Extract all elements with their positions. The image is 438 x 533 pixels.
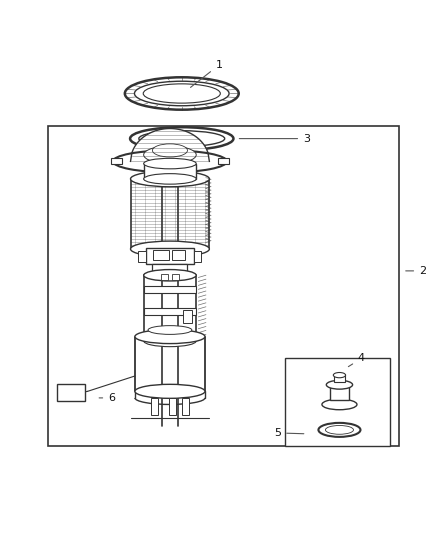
Text: 4: 4 <box>348 353 365 367</box>
Ellipse shape <box>144 174 196 184</box>
Bar <box>144 164 196 179</box>
Ellipse shape <box>134 81 229 106</box>
Bar <box>151 398 158 415</box>
Bar <box>183 310 192 324</box>
Ellipse shape <box>144 335 196 346</box>
Text: 2: 2 <box>406 266 426 276</box>
Ellipse shape <box>135 384 205 398</box>
Ellipse shape <box>131 241 209 257</box>
Bar <box>169 398 176 415</box>
Ellipse shape <box>113 150 227 172</box>
Text: 5: 5 <box>274 428 304 438</box>
Bar <box>144 286 196 293</box>
Ellipse shape <box>143 84 220 103</box>
Bar <box>172 251 185 260</box>
Bar <box>182 398 189 415</box>
Ellipse shape <box>125 77 239 110</box>
Ellipse shape <box>322 399 357 410</box>
Bar <box>330 385 349 400</box>
Text: 6: 6 <box>99 393 115 403</box>
Bar <box>144 308 196 314</box>
Bar <box>172 274 179 280</box>
Bar <box>285 359 390 446</box>
Bar <box>138 251 146 262</box>
Bar <box>57 384 85 400</box>
Ellipse shape <box>333 373 346 378</box>
Bar <box>153 251 169 260</box>
Ellipse shape <box>326 381 353 389</box>
Ellipse shape <box>130 127 233 150</box>
Ellipse shape <box>131 171 209 187</box>
Bar <box>218 158 229 165</box>
Text: 3: 3 <box>239 134 310 143</box>
Ellipse shape <box>325 425 353 434</box>
Ellipse shape <box>139 131 225 147</box>
Ellipse shape <box>148 326 192 334</box>
Text: 1: 1 <box>191 60 223 87</box>
Ellipse shape <box>135 329 205 344</box>
Bar <box>146 248 194 264</box>
Bar <box>161 274 168 280</box>
Bar <box>152 264 187 275</box>
Ellipse shape <box>144 270 196 281</box>
Bar <box>194 251 201 262</box>
Ellipse shape <box>144 146 196 164</box>
Ellipse shape <box>152 144 187 157</box>
Ellipse shape <box>318 423 360 437</box>
Bar <box>334 375 345 382</box>
Bar <box>111 158 122 165</box>
Ellipse shape <box>144 158 196 169</box>
Bar <box>48 126 399 446</box>
